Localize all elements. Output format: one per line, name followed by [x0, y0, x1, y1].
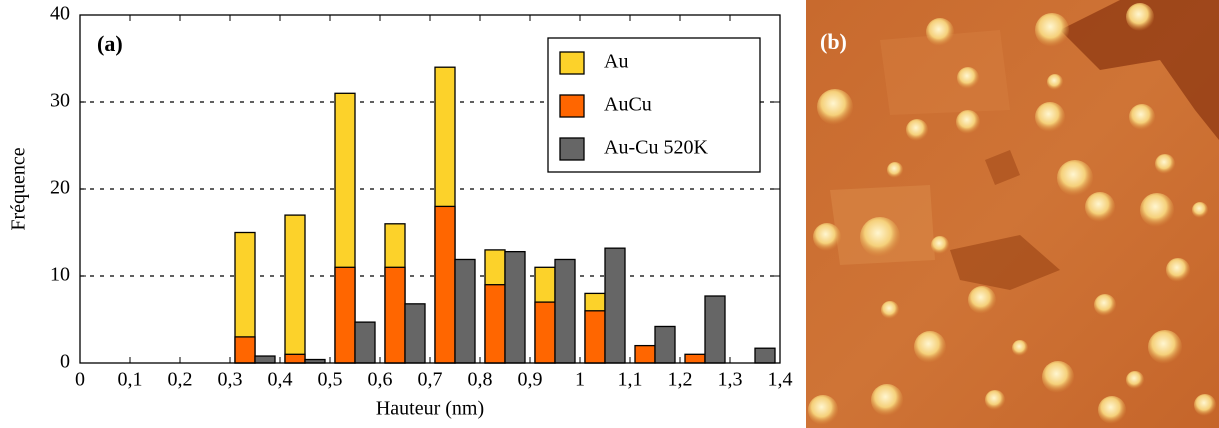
x-tick-label: 1,1 — [618, 369, 643, 391]
x-tick-label: 0,6 — [368, 369, 393, 391]
bar — [484, 284, 506, 364]
legend-swatch — [559, 137, 585, 161]
bar — [754, 347, 776, 364]
legend-label: Au-Cu 520K — [604, 137, 708, 159]
legend-swatch — [559, 94, 585, 118]
x-tick-label: 0,9 — [518, 369, 543, 391]
y-tick-label: 20 — [50, 177, 70, 199]
x-tick-label: 0,1 — [118, 369, 143, 391]
bar — [654, 325, 676, 364]
legend-label: AuCu — [604, 94, 652, 116]
x-tick-label: 0 — [75, 369, 85, 391]
bar — [584, 310, 606, 364]
x-tick-label: 1,2 — [668, 369, 693, 391]
stm-image — [806, 0, 1219, 428]
bar — [234, 336, 256, 364]
x-tick-label: 0,2 — [168, 369, 193, 391]
bar — [554, 258, 576, 364]
legend-swatch — [559, 51, 585, 75]
bar — [334, 266, 356, 364]
y-tick-label: 0 — [60, 351, 70, 373]
bar — [254, 355, 276, 364]
bar — [354, 321, 376, 364]
x-axis-label: Hauteur (nm) — [376, 398, 484, 420]
bar — [454, 258, 476, 364]
y-tick-label: 10 — [50, 264, 70, 286]
x-tick-label: 1,4 — [768, 369, 793, 391]
y-tick-label: 30 — [50, 90, 70, 112]
bar — [384, 266, 406, 364]
bar — [704, 295, 726, 364]
annotation: (a) — [97, 31, 123, 56]
plot-frame — [79, 14, 781, 364]
bar — [534, 301, 556, 364]
x-tick-label: 1 — [575, 369, 585, 391]
x-tick-label: 0,7 — [418, 369, 443, 391]
bar — [634, 344, 656, 364]
bar — [684, 353, 706, 364]
bar — [284, 214, 306, 364]
y-axis-label: Fréquence — [8, 147, 30, 230]
legend-label: Au — [604, 51, 628, 73]
y-tick-label: 40 — [50, 3, 70, 25]
x-tick-label: 1,3 — [718, 369, 743, 391]
x-tick-label: 0,8 — [468, 369, 493, 391]
x-tick-label: 0,4 — [268, 369, 293, 391]
x-tick-label: 0,3 — [218, 369, 243, 391]
bar — [284, 353, 306, 364]
image-label: (b) — [820, 29, 847, 54]
bar — [604, 247, 626, 364]
bar — [434, 205, 456, 364]
x-tick-label: 0,5 — [318, 369, 343, 391]
bar — [504, 250, 526, 364]
bar — [404, 303, 426, 364]
